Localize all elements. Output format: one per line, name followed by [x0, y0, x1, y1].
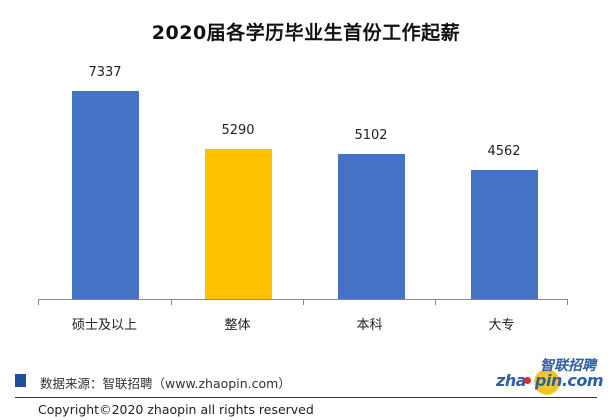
bar-overall [205, 149, 272, 299]
category-label: 本科 [356, 318, 383, 333]
data-label: 5102 [354, 128, 388, 143]
x-axis-tick [38, 299, 39, 305]
x-axis-tick [171, 299, 172, 305]
source-marker [15, 374, 26, 387]
logo-sun-icon [534, 369, 560, 395]
logo-cn-text: 智联招聘 [540, 358, 596, 374]
x-axis-tick [435, 299, 436, 305]
category-label: 大专 [488, 318, 515, 333]
category-label: 硕士及以上 [71, 318, 137, 333]
logo-dot-icon [524, 377, 531, 384]
copyright-text: Copyright©2020 zhaopin all rights reserv… [38, 402, 314, 417]
category-label: 整体 [224, 318, 251, 333]
bar-chart: 7337 5290 5102 4562 硕士及以上 整体 本科 大专 [38, 65, 568, 333]
data-label: 4562 [487, 144, 521, 159]
data-label: 5290 [221, 123, 255, 138]
bar-masters-and-above [72, 91, 139, 299]
data-source-text: 数据来源：智联招聘（www.zhaopin.com） [40, 376, 291, 391]
bar-bachelor [338, 154, 405, 299]
zhaopin-logo: 智联招聘 zha pin.com [496, 355, 606, 397]
x-axis-tick [303, 299, 304, 305]
chart-title: 2020届各学历毕业生首份工作起薪 [151, 22, 461, 44]
logo-en-text: zha pin.com [496, 371, 604, 390]
data-label: 7337 [88, 65, 122, 80]
x-axis-tick [567, 299, 568, 305]
bar-associate [471, 170, 538, 299]
footer-divider [15, 397, 597, 398]
